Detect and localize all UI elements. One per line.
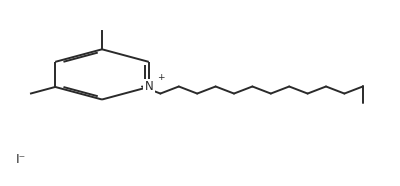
Text: I⁻: I⁻ (16, 153, 26, 166)
Text: +: + (158, 73, 165, 82)
Text: N: N (144, 81, 153, 93)
